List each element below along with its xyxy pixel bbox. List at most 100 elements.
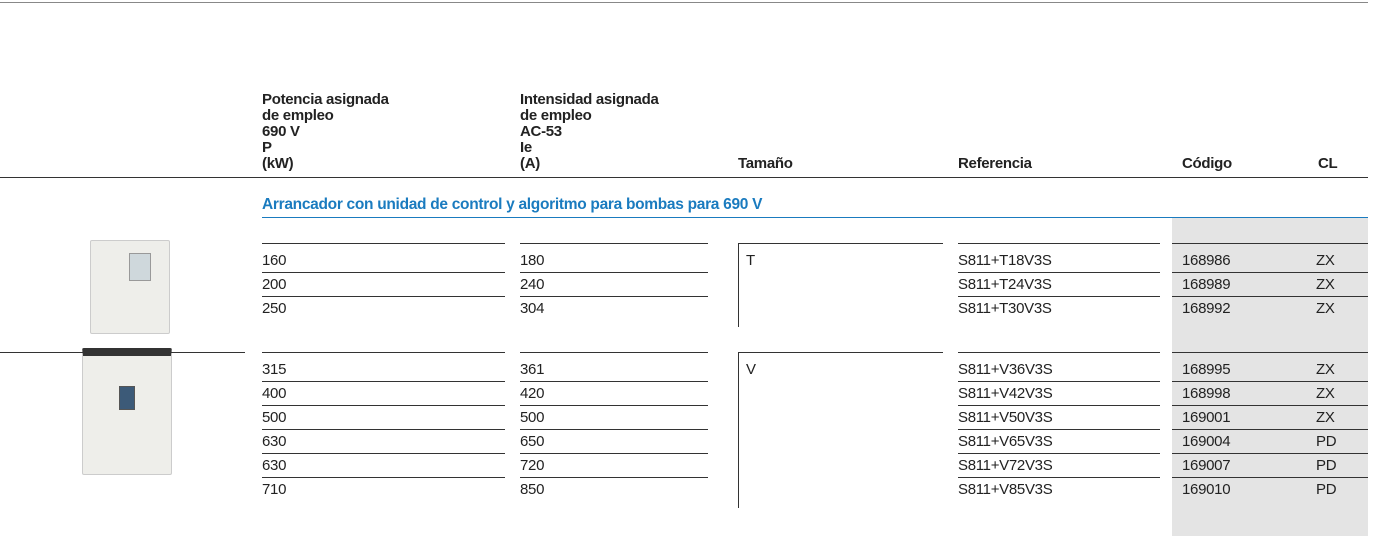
cell: S811+V65V3S: [958, 433, 1053, 450]
row-rule: [520, 296, 708, 297]
cell: PD: [1316, 433, 1337, 450]
cell: 304: [520, 300, 545, 317]
cell: 500: [520, 409, 545, 426]
row-rule: [958, 405, 1160, 406]
row-rule: [958, 243, 1160, 244]
header-label: Ie: [520, 139, 532, 156]
row-rule: [262, 296, 505, 297]
cell: 315: [262, 361, 287, 378]
image-detail: [129, 253, 151, 281]
row-rule: [520, 453, 708, 454]
row-rule: [1172, 243, 1368, 244]
size-bracket: [738, 352, 739, 508]
row-rule: [262, 405, 505, 406]
row-rule: [1172, 405, 1368, 406]
row-rule: [1172, 453, 1368, 454]
cell: 850: [520, 481, 545, 498]
size-label: T: [746, 252, 755, 269]
row-rule: [520, 429, 708, 430]
row-rule: [262, 477, 505, 478]
row-rule: [520, 352, 708, 353]
row-rule: [958, 429, 1160, 430]
cell: 169010: [1182, 481, 1231, 498]
header-label: 690 V: [262, 123, 300, 140]
cell: ZX: [1316, 361, 1335, 378]
header-label: (A): [520, 155, 540, 172]
row-rule: [958, 477, 1160, 478]
group-rule: [0, 352, 245, 353]
header-label: (kW): [262, 155, 294, 172]
row-rule: [262, 381, 505, 382]
cell: 169004: [1182, 433, 1231, 450]
row-rule: [520, 381, 708, 382]
cell: ZX: [1316, 276, 1335, 293]
header-label: CL: [1318, 155, 1338, 172]
code-column-shade: [1172, 217, 1368, 536]
cell: 720: [520, 457, 545, 474]
row-rule: [1172, 352, 1368, 353]
cell: S811+T18V3S: [958, 252, 1052, 269]
header-rule: [0, 177, 1368, 178]
header-label: Potencia asignada: [262, 91, 389, 108]
row-rule: [520, 272, 708, 273]
row-rule: [958, 272, 1160, 273]
cell: 650: [520, 433, 545, 450]
cell: 420: [520, 385, 545, 402]
cell: S811+V36V3S: [958, 361, 1053, 378]
cell: 400: [262, 385, 287, 402]
row-rule: [520, 477, 708, 478]
cell: 200: [262, 276, 287, 293]
cell: 168995: [1182, 361, 1231, 378]
cell: PD: [1316, 457, 1337, 474]
row-rule: [1172, 381, 1368, 382]
product-image: [90, 240, 170, 334]
row-rule: [958, 352, 1160, 353]
top-rule: [0, 2, 1368, 3]
section-rule: [262, 217, 1368, 218]
size-label: V: [746, 361, 756, 378]
header-label: Referencia: [958, 155, 1032, 172]
header-label: AC-53: [520, 123, 562, 140]
header-label: Tamaño: [738, 155, 793, 172]
row-rule: [262, 352, 505, 353]
cell: S811+V72V3S: [958, 457, 1053, 474]
row-rule: [1172, 296, 1368, 297]
size-bracket: [738, 243, 739, 327]
header-label: Intensidad asignada: [520, 91, 659, 108]
cell: 500: [262, 409, 287, 426]
cell: 168986: [1182, 252, 1231, 269]
cell: ZX: [1316, 409, 1335, 426]
cell: 710: [262, 481, 287, 498]
row-rule: [262, 453, 505, 454]
header-label: de empleo: [262, 107, 334, 124]
cell: 168992: [1182, 300, 1231, 317]
row-rule: [958, 381, 1160, 382]
cell: S811+V42V3S: [958, 385, 1053, 402]
cell: 169001: [1182, 409, 1231, 426]
header-label: de empleo: [520, 107, 592, 124]
cell: 168998: [1182, 385, 1231, 402]
cell: 180: [520, 252, 545, 269]
row-rule: [958, 453, 1160, 454]
cell: ZX: [1316, 385, 1335, 402]
row-rule: [262, 272, 505, 273]
header-label: P: [262, 139, 272, 156]
cell: S811+T24V3S: [958, 276, 1052, 293]
product-image: [82, 348, 172, 475]
row-rule: [738, 243, 943, 244]
row-rule: [1172, 429, 1368, 430]
image-detail: [119, 386, 135, 410]
row-rule: [262, 243, 505, 244]
cell: S811+T30V3S: [958, 300, 1052, 317]
row-rule: [1172, 477, 1368, 478]
cell: 240: [520, 276, 545, 293]
row-rule: [958, 296, 1160, 297]
cell: 630: [262, 457, 287, 474]
row-rule: [262, 429, 505, 430]
cell: 168989: [1182, 276, 1231, 293]
cell: 630: [262, 433, 287, 450]
cell: 361: [520, 361, 545, 378]
cell: S811+V85V3S: [958, 481, 1053, 498]
cell: PD: [1316, 481, 1337, 498]
